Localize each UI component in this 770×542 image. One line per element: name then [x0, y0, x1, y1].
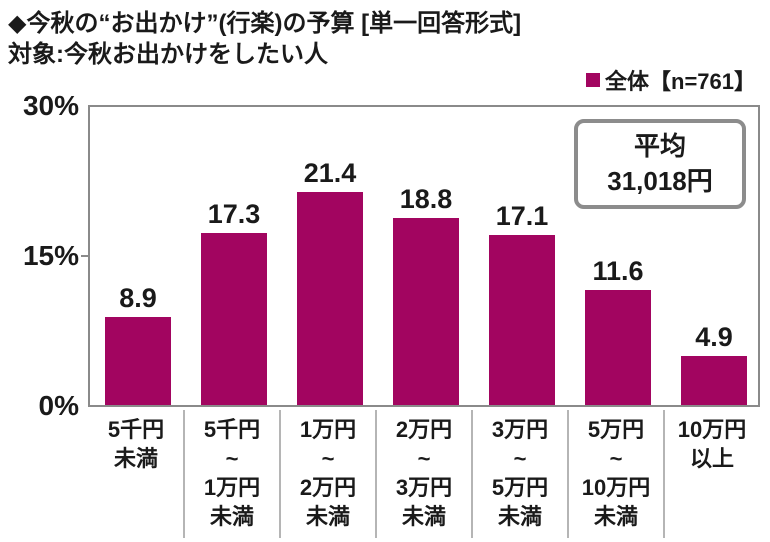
bar [105, 316, 171, 405]
bar-value-label: 8.9 [119, 282, 157, 313]
x-axis-category-label: 1万円 ~ 2万円 未満 [299, 417, 357, 529]
average-annotation-box: 平均 31,018円 [574, 119, 746, 209]
bar-group-50000-100000: 11.6 [570, 107, 666, 405]
bar [585, 289, 651, 405]
legend-label: 全体【n=761】 [605, 69, 756, 94]
y-axis-tick-mark [81, 255, 89, 257]
x-axis-labels: 5千円 未満 5千円 ~ 1万円 未満 1万円 ~ 2万円 未満 2万円 ~ 3… [88, 410, 760, 542]
x-axis-divider [375, 410, 377, 538]
x-axis-divider [567, 410, 569, 538]
average-label: 平均 [633, 131, 686, 161]
bar-value-label: 4.9 [695, 322, 733, 353]
x-axis-category-label: 10万円 以上 [677, 417, 747, 471]
chart-title: ◆今秋の“お出かけ”(行楽)の予算 [単一回答形式] [8, 10, 522, 37]
bar [489, 235, 555, 405]
x-axis-category-label: 5千円 ~ 1万円 未満 [203, 417, 261, 529]
bar-group-30000-50000: 17.1 [474, 107, 570, 405]
x-axis-divider [663, 410, 665, 538]
legend-swatch-icon [586, 73, 600, 87]
y-axis-tick-label-0: 0% [38, 390, 79, 421]
x-axis-divider [279, 410, 281, 538]
bar-value-label: 11.6 [592, 255, 644, 286]
bar-group-20000-30000: 18.8 [378, 107, 474, 405]
average-value: 31,018円 [607, 166, 713, 196]
x-axis-category-label: 5万円 ~ 10万円 未満 [581, 417, 651, 529]
x-axis-category-label: 2万円 ~ 3万円 未満 [395, 417, 453, 529]
x-axis-divider [471, 410, 473, 538]
x-axis-category-label: 3万円 ~ 5万円 未満 [491, 417, 549, 529]
bar [297, 192, 363, 405]
bar [681, 356, 747, 405]
y-axis-tick-label-15: 15% [22, 240, 79, 271]
bar-value-label: 21.4 [303, 158, 357, 189]
chart-subtitle: 対象:今秋お出かけをしたい人 [8, 41, 328, 68]
bar-group-over100000: 4.9 [666, 107, 762, 405]
bar [393, 218, 459, 405]
x-axis-divider [183, 410, 185, 538]
y-axis-tick-label-30: 30% [22, 90, 79, 121]
bar-value-label: 18.8 [399, 184, 453, 215]
bar-group-under5000: 8.9 [90, 107, 186, 405]
bar-value-label: 17.3 [207, 199, 261, 230]
bar-group-10000-20000: 21.4 [282, 107, 378, 405]
bar-value-label: 17.1 [495, 201, 549, 232]
bar [201, 233, 267, 405]
x-axis-category-label: 5千円 未満 [107, 417, 165, 471]
legend: 全体【n=761】 [586, 64, 756, 96]
bar-group-5000-10000: 17.3 [186, 107, 282, 405]
